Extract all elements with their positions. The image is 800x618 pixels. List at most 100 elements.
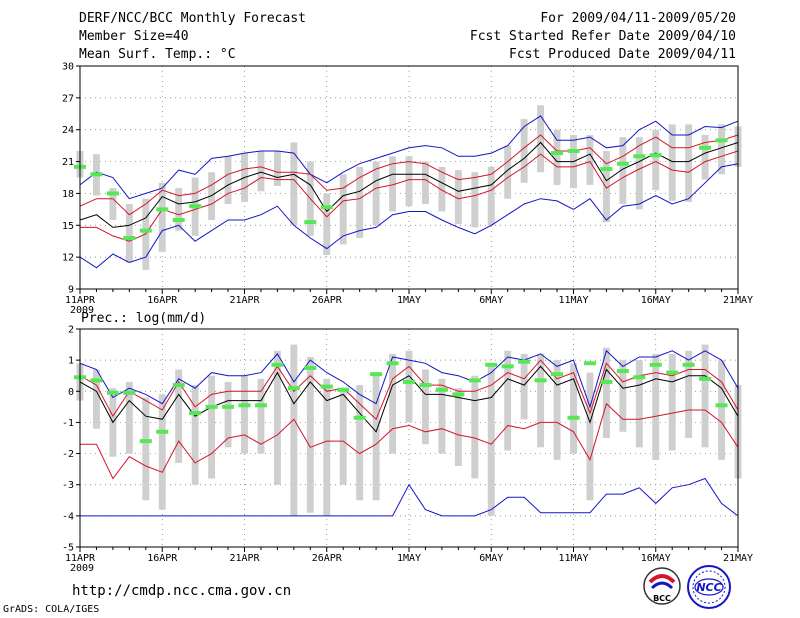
prec-obs-marker <box>320 384 333 389</box>
prec-obs-marker <box>468 378 481 383</box>
temp-box <box>701 135 709 180</box>
temp-obs-marker <box>139 228 152 233</box>
prec-obs-marker <box>205 404 218 409</box>
prec-obs-marker <box>600 379 613 384</box>
temp-box <box>405 156 413 207</box>
prec-xtick-label: 16MAY <box>641 553 671 564</box>
footer-url[interactable]: http://cmdp.ncc.cma.gov.cn <box>72 583 292 599</box>
temp-obs-marker <box>304 220 317 225</box>
prec-ens-max-line <box>79 349 739 409</box>
forecast-started-date: Fcst Started Refer Date 2009/04/10 <box>469 29 736 44</box>
temp-ens-max-line <box>79 115 739 200</box>
prec-box <box>191 385 199 485</box>
temp-obs-marker <box>649 153 662 158</box>
temp-ytick-label: 27 <box>62 93 74 104</box>
temp-box <box>635 137 643 210</box>
prec-xtick-label: 6MAY <box>479 553 503 564</box>
temp-box <box>125 204 133 263</box>
prec-obs-marker <box>271 362 284 367</box>
temp-xtick-label: 21APR <box>229 295 260 306</box>
temp-xtick-label: 6MAY <box>479 295 503 306</box>
temp-xtick-label: 16MAY <box>641 295 671 306</box>
prec-obs-marker <box>106 390 119 395</box>
prec-box <box>652 353 660 460</box>
prec-obs-marker <box>534 378 547 383</box>
temp-box <box>421 161 429 205</box>
prec-ens-min-line <box>80 477 739 517</box>
prec-obs-marker <box>403 379 415 384</box>
temp-ytick-label: 12 <box>62 253 74 264</box>
prec-box <box>718 360 726 460</box>
temp-box <box>718 124 726 175</box>
prec-box <box>487 363 495 516</box>
temp-ens-min-line <box>79 163 739 269</box>
temp-xtick-label: 21MAY <box>723 295 753 306</box>
prec-box <box>158 394 166 510</box>
prec-red-low-line <box>80 402 739 480</box>
prec-box <box>454 388 462 467</box>
temp-box <box>454 170 462 225</box>
prec-box <box>356 385 364 501</box>
prec-box <box>504 350 512 451</box>
temp-obs-marker <box>633 154 646 159</box>
prec-obs-marker <box>337 387 350 392</box>
prec-box <box>553 360 561 460</box>
prec-box <box>586 372 594 501</box>
prec-box <box>323 378 331 516</box>
prec-obs-marker <box>518 359 531 364</box>
prec-ytick-label: 0 <box>68 387 74 398</box>
prec-xtick-label: 1MAY <box>397 553 421 564</box>
prec-obs-marker <box>189 411 202 416</box>
grads-credit: GrADS: COLA/IGES <box>3 604 100 615</box>
prec-obs-marker <box>649 362 662 367</box>
prec-obs-marker <box>551 372 564 377</box>
temp-box <box>504 145 512 199</box>
temp-box <box>372 161 380 226</box>
temp-xtick-label: 26APR <box>312 295 343 306</box>
temp-box <box>438 166 446 212</box>
temp-box <box>158 182 166 252</box>
prec-box <box>685 350 693 438</box>
temp-xtick-label: 1MAY <box>397 295 421 306</box>
prec-box <box>175 369 183 463</box>
temp-ytick-label: 21 <box>62 157 74 168</box>
prec-obs-marker <box>370 372 383 377</box>
prec-ytick-label: -2 <box>62 449 74 460</box>
ncc-logo: NCC <box>687 565 731 609</box>
temp-box <box>685 124 693 202</box>
prec-xtick-label: 16APR <box>147 553 178 564</box>
temp-red-high-line <box>79 134 739 216</box>
temp-xtick-year-label: 2009 <box>70 305 94 316</box>
prec-box <box>471 375 479 479</box>
temp-obs-marker <box>123 236 136 241</box>
prec-obs-marker <box>123 390 136 395</box>
prec-obs-marker <box>139 439 152 444</box>
prec-box <box>602 347 610 438</box>
prec-box <box>389 353 397 454</box>
prec-ytick-label: -1 <box>62 418 74 429</box>
temp-box <box>668 124 676 201</box>
prec-ytick-label: -3 <box>62 480 74 491</box>
prec-box <box>701 344 709 448</box>
prec-xtick-label: 11MAY <box>558 553 588 564</box>
temp-obs-marker <box>616 161 629 166</box>
prec-obs-marker <box>254 403 267 408</box>
member-size: Member Size=40 <box>79 29 189 44</box>
temp-obs-marker <box>600 167 613 172</box>
prec-box <box>570 363 577 454</box>
prec-obs-marker <box>90 378 103 383</box>
prec-obs-marker <box>485 362 498 367</box>
temp-obs-marker <box>156 207 169 212</box>
ncc-logo-text: NCC <box>696 581 721 594</box>
prec-median-line <box>79 365 739 433</box>
prec-obs-marker <box>287 386 300 391</box>
forecast-produced-date: Fcst Produced Date 2009/04/11 <box>509 47 736 62</box>
temp-box <box>224 156 232 205</box>
temp-obs-marker <box>551 151 564 156</box>
temp-obs-marker <box>320 205 333 210</box>
prec-ytick-label: 2 <box>68 325 74 336</box>
chart-title: DERF/NCC/BCC Monthly Forecast <box>79 11 306 26</box>
temp-xtick-label: 11APR <box>65 295 96 306</box>
temp-red-low-line <box>80 150 739 242</box>
bcc-logo: BCC <box>643 567 681 605</box>
